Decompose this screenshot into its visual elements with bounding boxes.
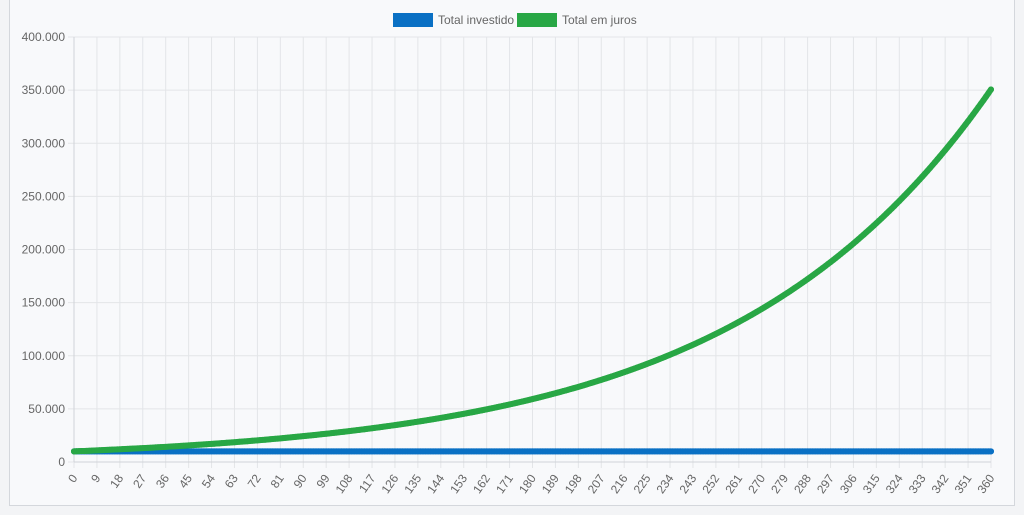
- x-tick-label: 144: [424, 471, 447, 496]
- x-tick-label: 261: [722, 471, 745, 496]
- series-lines: [71, 86, 994, 455]
- x-tick-label: 360: [974, 471, 997, 496]
- data-point[interactable]: [988, 86, 994, 93]
- y-tick-label: 0: [58, 455, 65, 469]
- y-tick-label: 150.000: [22, 296, 66, 310]
- y-tick-label: 300.000: [22, 136, 66, 150]
- x-tick-label: 306: [837, 471, 860, 496]
- x-tick-label: 315: [860, 471, 883, 496]
- x-tick-label: 288: [791, 471, 814, 496]
- x-tick-label: 0: [65, 471, 80, 485]
- x-tick-label: 351: [952, 471, 975, 496]
- grid-lines: [68, 36, 992, 468]
- legend-label-total-investido[interactable]: Total investido: [438, 13, 514, 27]
- y-tick-label: 350.000: [22, 83, 66, 97]
- x-tick-label: 180: [516, 471, 539, 496]
- x-tick-label: 171: [493, 471, 516, 496]
- x-tick-label: 162: [470, 471, 493, 496]
- series-total-em-juros: [71, 86, 994, 455]
- x-tick-label: 72: [245, 471, 264, 490]
- legend-swatch-total-em-juros[interactable]: [517, 13, 557, 27]
- x-tick-label: 27: [130, 471, 149, 490]
- x-tick-label: 153: [447, 471, 470, 496]
- series-total-investido: [71, 448, 994, 455]
- x-tick-label: 333: [906, 471, 929, 496]
- x-tick-label: 207: [585, 471, 608, 496]
- y-tick-label: 50.000: [28, 402, 65, 416]
- y-tick-label: 100.000: [22, 349, 66, 363]
- chart-container: 0 50.000 100.000 150.000 200.000 250.000 300.0…: [9, 0, 1015, 506]
- x-tick-label: 54: [199, 471, 218, 490]
- x-tick-label: 198: [562, 471, 585, 496]
- x-tick-label: 216: [608, 471, 631, 496]
- x-tick-label: 342: [929, 471, 952, 496]
- x-tick-label: 234: [654, 471, 677, 496]
- x-tick-label: 189: [539, 471, 562, 496]
- x-tick-label: 297: [814, 471, 837, 496]
- x-tick-label: 99: [314, 471, 333, 490]
- line-chart: 0 50.000 100.000 150.000 200.000 250.000 300.0…: [22, 13, 998, 496]
- legend-swatch-total-investido[interactable]: [393, 13, 433, 27]
- x-tick-label: 90: [291, 471, 310, 490]
- x-tick-label: 270: [745, 471, 768, 496]
- y-tick-label: 400.000: [22, 30, 66, 44]
- x-tick-label: 36: [153, 471, 172, 490]
- x-tick-label: 63: [222, 471, 241, 490]
- x-tick-label: 126: [378, 471, 401, 496]
- legend-label-total-em-juros[interactable]: Total em juros: [562, 13, 637, 27]
- x-tick-label: 9: [88, 471, 103, 485]
- legend[interactable]: Total investido Total em juros: [393, 13, 637, 27]
- x-tick-label: 135: [401, 471, 424, 496]
- x-tick-label: 252: [699, 471, 722, 496]
- x-tick-label: 225: [631, 471, 654, 496]
- y-tick-label: 200.000: [22, 243, 66, 257]
- data-point[interactable]: [988, 448, 994, 455]
- x-tick-label: 117: [356, 471, 379, 495]
- x-tick-label: 108: [333, 471, 356, 496]
- x-tick-label: 324: [883, 471, 906, 496]
- x-tick-label: 279: [768, 471, 791, 496]
- x-tick-label: 45: [176, 471, 195, 490]
- x-tick-label: 81: [268, 471, 287, 490]
- y-tick-label: 250.000: [22, 189, 66, 203]
- x-tick-label: 243: [676, 471, 699, 496]
- x-tick-label: 18: [107, 471, 126, 490]
